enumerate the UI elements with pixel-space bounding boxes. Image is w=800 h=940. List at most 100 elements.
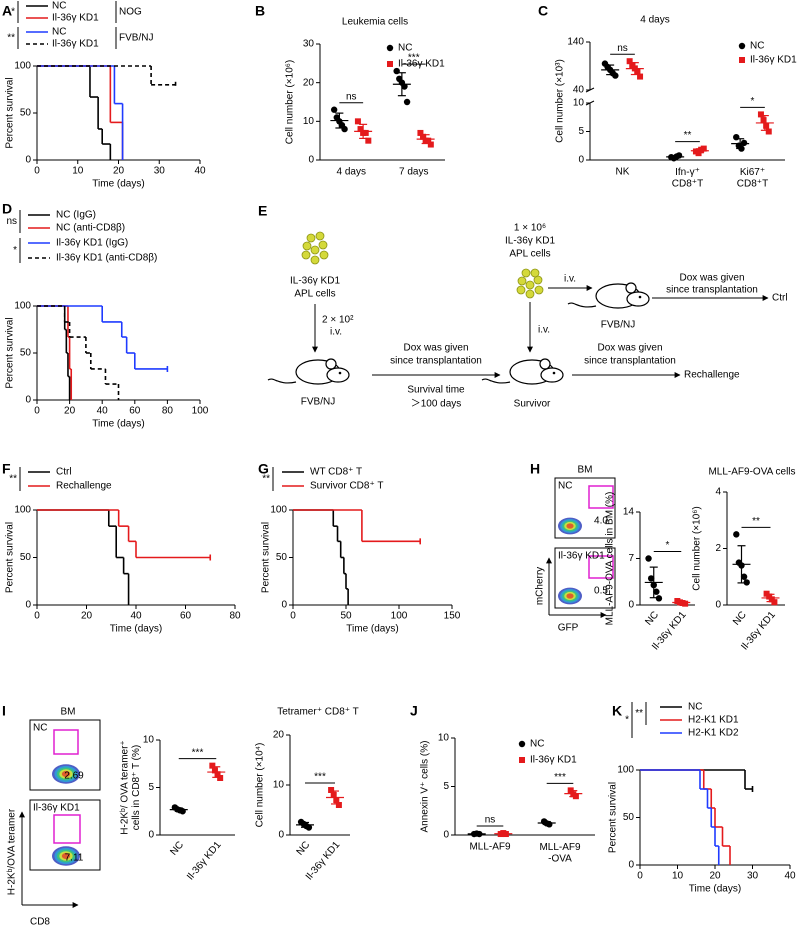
cell: [534, 285, 544, 295]
legend-marker: [519, 757, 525, 763]
significance-label: **: [635, 708, 643, 719]
mouse-head: [326, 367, 350, 383]
data-point: [637, 73, 644, 80]
x-tick-label: 40: [194, 166, 206, 177]
mouse-tail: [481, 378, 511, 384]
y-tick-label: 0: [628, 860, 634, 871]
y-tick-label: 50: [276, 552, 288, 563]
panel-letter: H: [530, 461, 540, 477]
y-tick-label: 50: [20, 348, 32, 359]
data-point: [427, 141, 434, 148]
diagram-text: Survivor: [514, 399, 551, 410]
legend-label: Il-36γ KD1 (anti-CD8β): [56, 253, 157, 264]
x-tick-label: 150: [444, 611, 461, 622]
x-tick-label: MLL-AF9 -OVA: [539, 842, 581, 865]
legend-label: H2-K1 KD2: [688, 728, 739, 739]
legend-label: NC (IgG): [56, 210, 96, 221]
y-axis-label: Cell number (×10⁶): [285, 60, 296, 144]
data-point: [217, 775, 224, 781]
panel-letter: F: [2, 461, 11, 477]
y-axis-label: Percent survival: [5, 522, 16, 593]
legend-label: Il-36γ KD1: [52, 13, 99, 24]
significance-label: ***: [192, 747, 204, 758]
data-point: [330, 792, 337, 798]
gate-value: 4.0: [594, 516, 608, 527]
x-tick-label: 20: [709, 871, 721, 882]
panel-letter: D: [2, 201, 12, 217]
flow-gate: [588, 485, 614, 509]
cell: [310, 255, 320, 265]
significance-label: ns: [617, 43, 628, 54]
y-tick-label: 0: [278, 830, 284, 841]
y-tick-label: 0: [308, 155, 314, 166]
mouse-icon: [567, 282, 650, 309]
x-tick-label: 40: [784, 871, 796, 882]
legend-label: NC: [750, 41, 764, 52]
mouse-head: [540, 367, 564, 383]
diagram-text: ＞100 days: [411, 399, 462, 410]
y-tick-label: 100: [617, 765, 634, 776]
panel-letter: K: [612, 703, 622, 719]
panel-letter: C: [538, 3, 548, 19]
x-tick-label: 20: [81, 611, 93, 622]
y-tick-label: 100: [14, 505, 31, 516]
data-point: [417, 129, 424, 136]
data-point: [645, 555, 652, 562]
mouse-eye: [552, 371, 556, 375]
chart-title: Leukemia cells: [342, 17, 408, 28]
diagram-text: Dox was given: [403, 343, 468, 354]
x-axis-label: GFP: [558, 623, 579, 634]
flow-sample-label: NC: [558, 481, 572, 492]
significance-label: *: [11, 7, 15, 18]
flow-gate: [53, 814, 81, 844]
panel-letter: E: [258, 203, 267, 219]
data-point: [757, 111, 764, 118]
legend-marker: [518, 740, 526, 748]
significance-label: ns: [346, 91, 357, 102]
group-label: FVB/NJ: [119, 33, 153, 44]
diagram-text: IL-36γ KD1: [290, 276, 340, 287]
x-axis-label: Time (days): [92, 179, 144, 190]
diagram-text: IL-36γ KD1: [505, 236, 555, 247]
y-tick-label: 40: [573, 85, 585, 96]
flow-density: [61, 852, 71, 860]
cell: [301, 250, 311, 260]
y-tick-label: 10: [438, 733, 450, 744]
x-tick-label-line: Ifn-γ⁺: [675, 167, 700, 178]
mouse-ear: [625, 282, 637, 294]
y-tick-label: 50: [623, 812, 635, 823]
panel-letter: G: [258, 461, 269, 477]
y-axis-label: Cell number (×10⁴): [255, 743, 266, 828]
x-tick-label: 40: [130, 611, 142, 622]
diagram-text: FVB/NJ: [301, 397, 335, 408]
y-axis-label-line: cells in CD8⁺ T (%): [130, 745, 141, 830]
y-tick-label: 10: [143, 735, 155, 746]
x-tick-label: 80: [162, 406, 174, 417]
legend-label: NC: [398, 43, 412, 54]
data-point: [760, 117, 767, 124]
significance-label: **: [262, 474, 270, 485]
y-tick-label: 0: [578, 155, 584, 166]
x-tick-label: 100: [192, 406, 209, 417]
data-point: [733, 134, 740, 141]
data-point: [655, 595, 663, 602]
x-tick-label: 40: [97, 406, 109, 417]
x-tick-label: 30: [154, 166, 166, 177]
legend-label: NC: [52, 1, 66, 12]
x-tick-label: NK: [616, 167, 630, 178]
x-tick-label: 0: [290, 611, 296, 622]
y-axis-label: Percent survival: [5, 317, 16, 388]
x-tick-label: Ifn-γ⁺ CD8⁺T: [672, 167, 703, 190]
data-point: [330, 106, 338, 113]
data-point: [341, 125, 348, 133]
legend-label: NC: [688, 702, 702, 713]
mouse-eye: [338, 371, 342, 375]
flow-title: BM: [61, 707, 76, 718]
cell: [315, 231, 325, 241]
data-point: [740, 139, 748, 147]
legend-label: NC: [52, 27, 66, 38]
legend-label: Il-36γ KD1: [750, 55, 797, 66]
significance-label: ns: [485, 815, 496, 826]
gate-value: 2.69: [64, 771, 84, 782]
